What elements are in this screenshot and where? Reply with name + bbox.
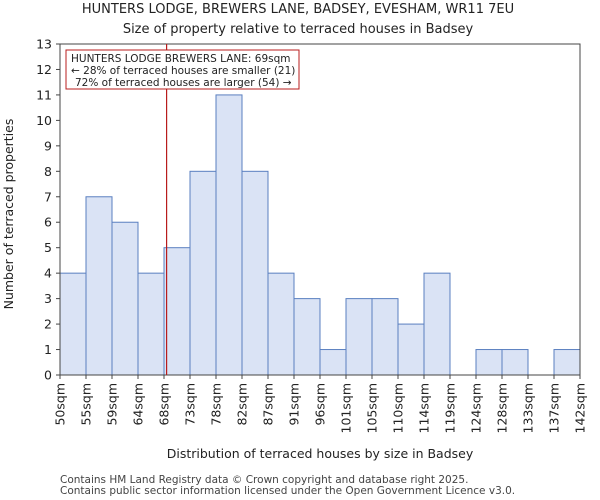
bar-87sqm [267,272,295,376]
y-tick-label: 13 [36,37,52,52]
x-tick-label: 142sqm [573,383,588,433]
footer-line-1: Contains HM Land Registry data © Crown c… [60,474,469,486]
bar-124sqm [475,349,503,376]
x-tick-label: 78sqm [209,383,224,426]
y-tick-label: 1 [44,342,52,357]
x-axis: 50sqm 55sqm 59sqm 64sqm 68sqm 73sqm 78sqm 82sqm… [53,375,588,433]
y-tick-label: 0 [44,368,52,383]
bar-55sqm [85,196,113,376]
x-tick-label: 73sqm [183,383,198,426]
y-tick-label: 3 [44,291,52,306]
bar-114sqm [423,272,451,376]
bar-78sqm [215,94,243,376]
x-tick-label: 128sqm [495,383,510,433]
x-tick-label: 82sqm [235,383,250,426]
x-tick-label: 87sqm [261,383,276,426]
annotation-line-3: 72% of terraced houses are larger (54) → [75,77,292,89]
bar-68sqm [163,247,191,376]
bar-110sqm [397,323,425,376]
bar-105sqm [371,298,399,376]
x-tick-label: 68sqm [157,383,172,426]
bar-91sqm [293,298,321,376]
y-tick-label: 4 [44,266,52,281]
y-tick-label: 2 [44,317,52,332]
bar-73sqm [189,170,217,376]
x-tick-label: 119sqm [443,383,458,433]
bar-59sqm [111,221,139,376]
x-tick-label: 124sqm [469,383,484,433]
plot-frame [59,43,581,376]
y-tick-label: 9 [44,138,52,153]
chart-subtitle: Size of property relative to terraced ho… [123,22,474,37]
x-tick-label: 55sqm [79,383,94,426]
x-tick-label: 101sqm [339,383,354,433]
bar-128sqm [501,349,529,376]
y-tick-label: 8 [44,164,52,179]
x-tick-label: 114sqm [417,383,432,433]
annotation-line-2: ← 28% of terraced houses are smaller (21… [71,65,295,77]
x-tick-label: 105sqm [365,383,380,433]
x-tick-label: 91sqm [287,383,302,426]
bar-64sqm [137,272,165,376]
annotation-line-1: HUNTERS LODGE BREWERS LANE: 69sqm [71,53,291,65]
x-tick-label: 59sqm [105,383,120,426]
x-tick-label: 50sqm [53,383,68,426]
chart-title: HUNTERS LODGE, BREWERS LANE, BADSEY, EVE… [82,2,514,17]
y-tick-label: 5 [44,240,52,255]
x-tick-label: 110sqm [391,383,406,433]
y-tick-label: 10 [36,113,52,128]
x-axis-label: Distribution of terraced houses by size … [167,446,474,461]
bar-96sqm [319,349,347,376]
bar-50sqm [59,272,87,376]
x-tick-label: 137sqm [547,383,562,433]
y-tick-label: 7 [44,189,52,204]
x-tick-label: 133sqm [521,383,536,433]
bar-82sqm [241,170,269,376]
annotation-box: HUNTERS LODGE BREWERS LANE: 69sqm ← 28% … [65,49,300,90]
bar-137sqm [553,349,581,376]
footer-line-2: Contains public sector information licen… [60,485,516,497]
y-tick-label: 12 [36,62,52,77]
x-tick-label: 64sqm [131,383,146,426]
y-tick-label: 6 [44,215,52,230]
chart: HUNTERS LODGE, BREWERS LANE, BADSEY, EVE… [1,2,588,461]
bar-101sqm [345,298,373,376]
y-axis-label: Number of terraced properties [1,119,16,310]
y-tick-label: 11 [36,87,52,102]
bars [59,94,581,376]
x-tick-label: 96sqm [313,383,328,426]
